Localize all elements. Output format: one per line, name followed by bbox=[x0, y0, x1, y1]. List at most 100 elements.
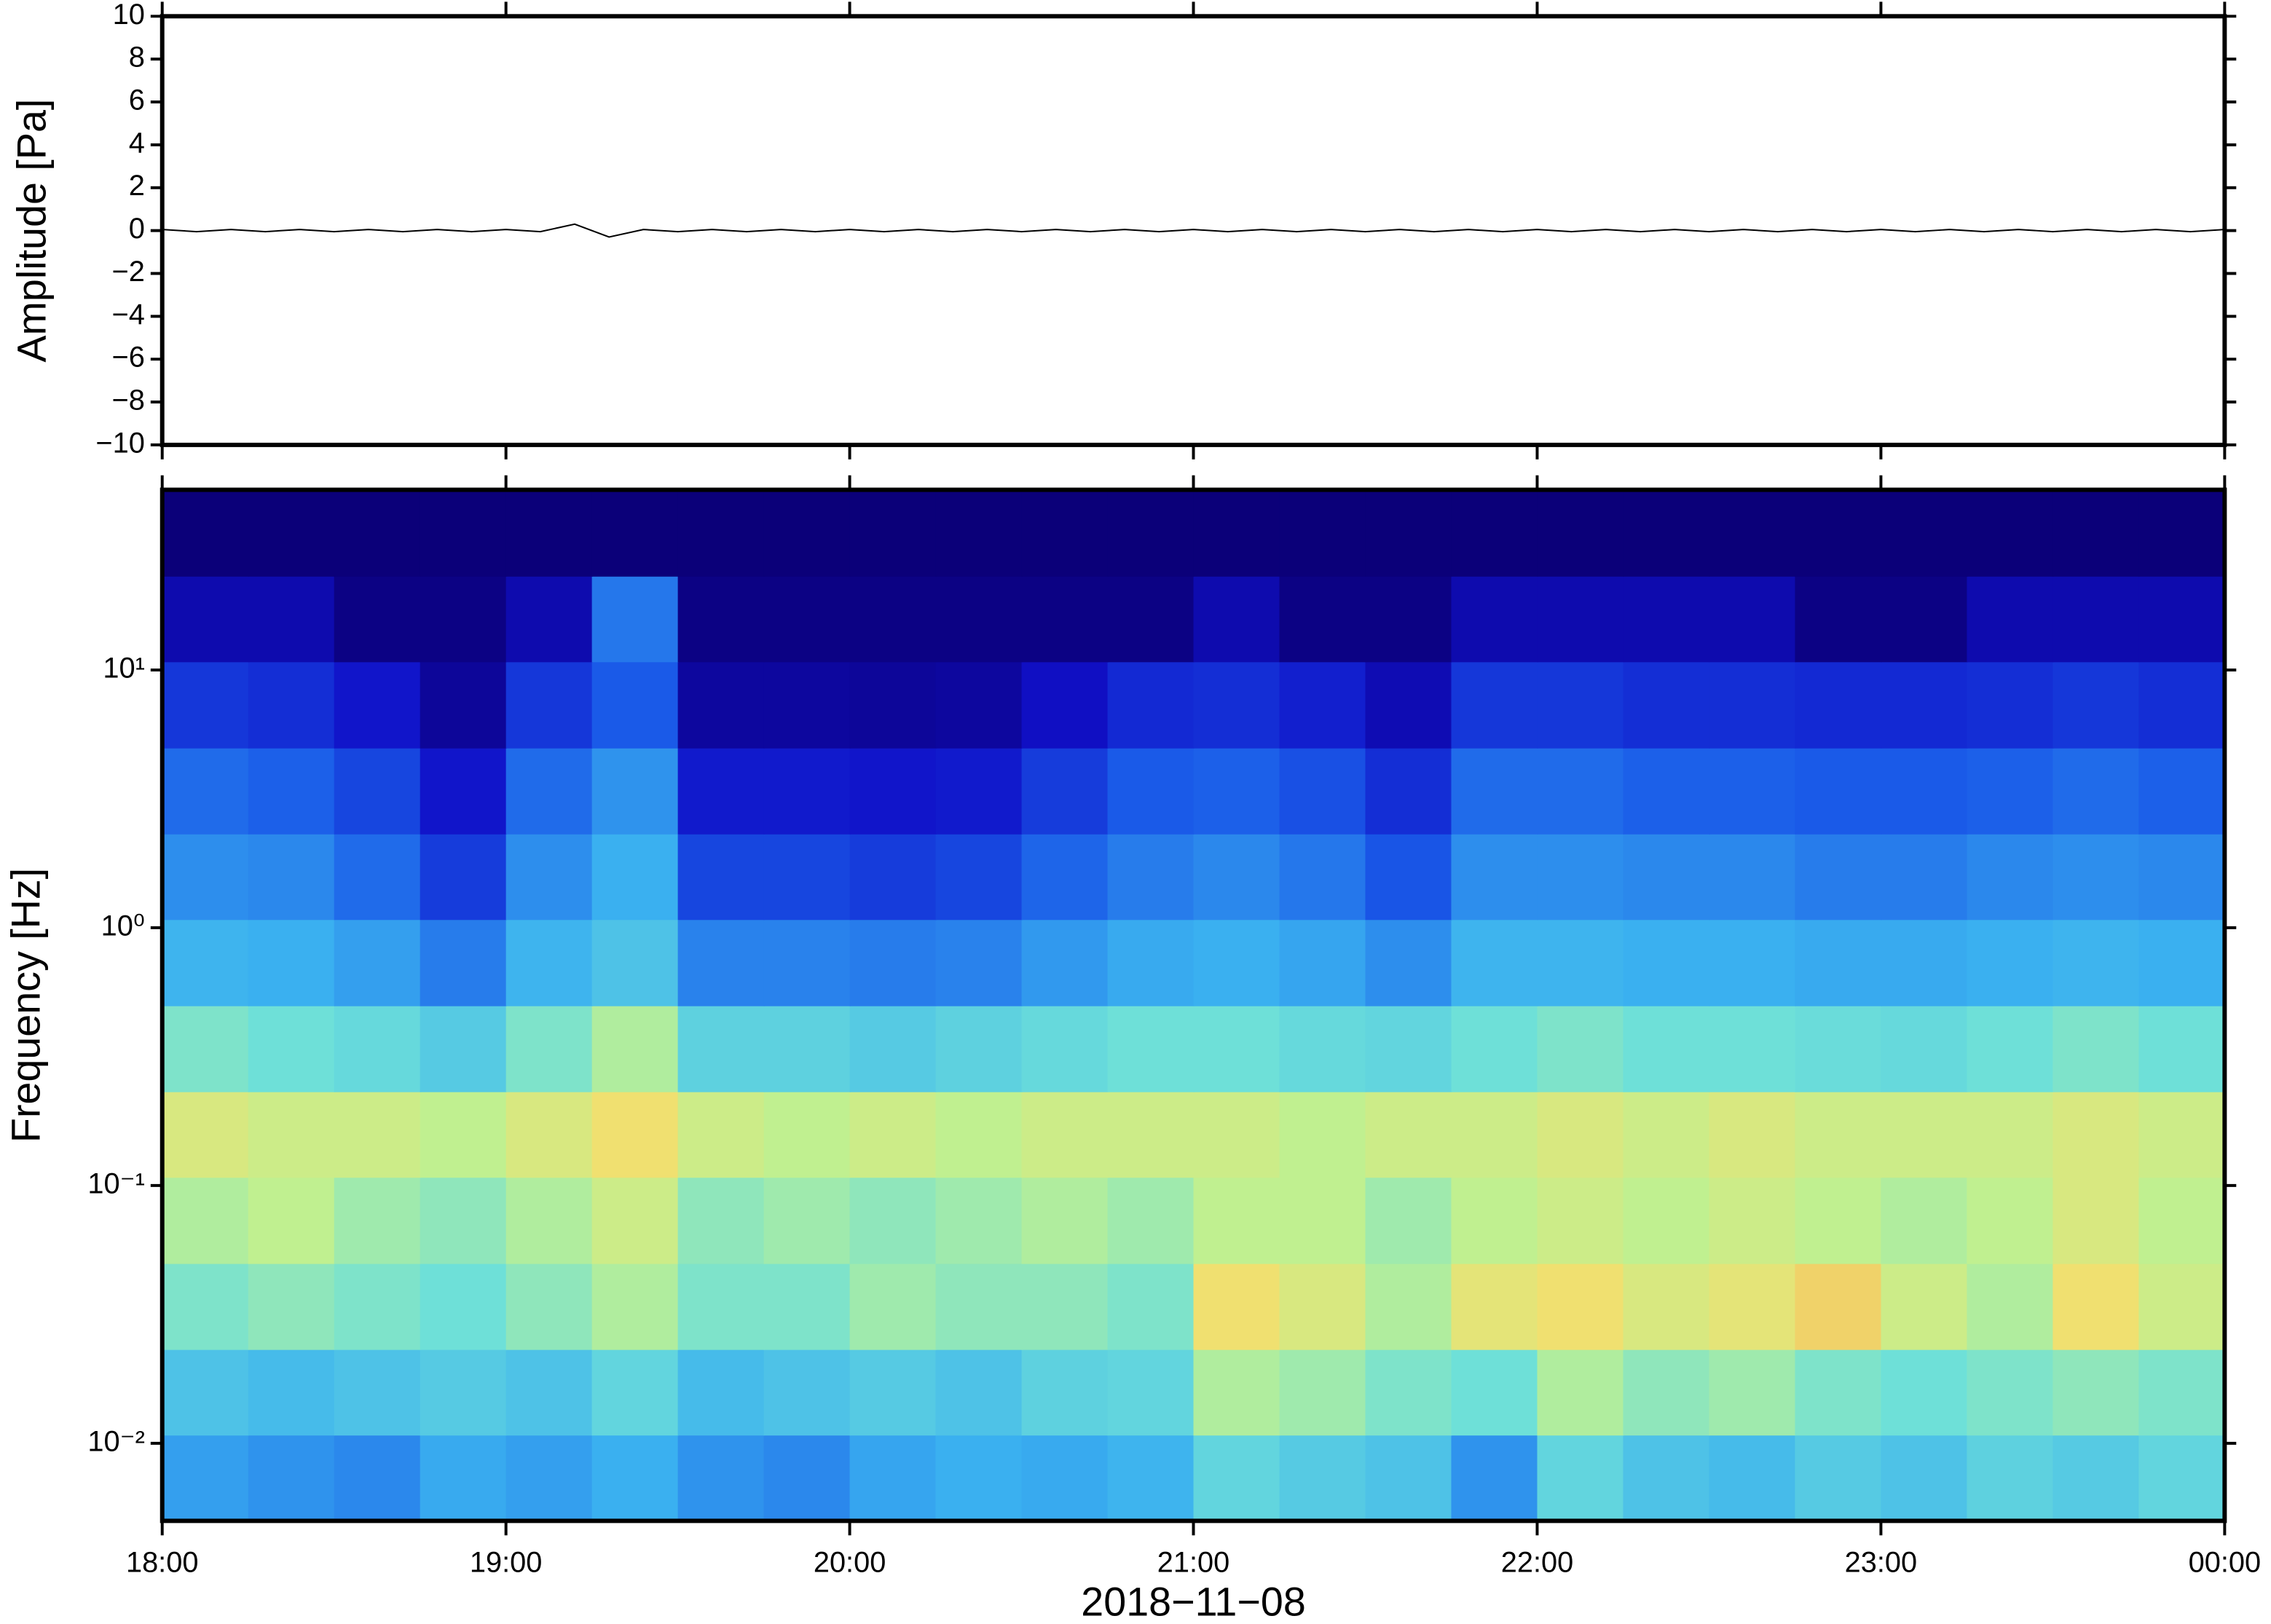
heatmap-cell bbox=[1107, 1091, 1194, 1178]
heatmap-cell bbox=[248, 575, 335, 663]
y-tick-label: 0 bbox=[129, 213, 145, 245]
heatmap-cell bbox=[420, 575, 507, 663]
heatmap-cell bbox=[420, 833, 507, 921]
heatmap-cell bbox=[162, 575, 249, 663]
heatmap-cell bbox=[1193, 833, 1280, 921]
heatmap-cell bbox=[1451, 575, 1538, 663]
heatmap-cell bbox=[334, 1349, 421, 1436]
heatmap-cell bbox=[505, 1263, 593, 1350]
heatmap-cell bbox=[1795, 1263, 1882, 1350]
heatmap-cell bbox=[1881, 1349, 1968, 1436]
heatmap-cell bbox=[1193, 1091, 1280, 1178]
heatmap-cell bbox=[248, 489, 335, 577]
y-axis-title: Amplitude [Pa] bbox=[9, 99, 54, 363]
heatmap-cell bbox=[677, 489, 765, 577]
heatmap-cell bbox=[248, 661, 335, 749]
heatmap-cell bbox=[1537, 1091, 1624, 1178]
heatmap-cell bbox=[162, 661, 249, 749]
y-tick-label: 10⁻¹ bbox=[87, 1167, 144, 1199]
heatmap-cell bbox=[935, 1434, 1023, 1522]
y-tick-label: −4 bbox=[112, 299, 145, 331]
heatmap-cell bbox=[248, 1434, 335, 1522]
heatmap-cell bbox=[677, 1349, 765, 1436]
x-tick-label: 22:00 bbox=[1501, 1547, 1574, 1579]
heatmap-cell bbox=[1623, 489, 1710, 577]
heatmap-cell bbox=[1709, 1263, 1796, 1350]
heatmap-cell bbox=[1795, 1349, 1882, 1436]
heatmap-cell bbox=[677, 1434, 765, 1522]
plot-frame bbox=[160, 14, 2227, 447]
heatmap-cell bbox=[2138, 1005, 2226, 1092]
heatmap-cell bbox=[1709, 747, 1796, 835]
heatmap-cell bbox=[1537, 1349, 1624, 1436]
heatmap-cell bbox=[1967, 661, 2054, 749]
heatmap-cell bbox=[1279, 1434, 1366, 1522]
heatmap-cell bbox=[591, 575, 679, 663]
heatmap-cell bbox=[849, 833, 937, 921]
heatmap-cell bbox=[1279, 1177, 1366, 1264]
heatmap-cell bbox=[1537, 833, 1624, 921]
y-tick-label: 2 bbox=[129, 170, 145, 202]
heatmap-cell bbox=[2138, 1263, 2226, 1350]
heatmap-cell bbox=[2052, 747, 2140, 835]
x-tick-label: 00:00 bbox=[2189, 1547, 2262, 1579]
heatmap-cell bbox=[763, 747, 851, 835]
y-tick-label: 10⁰ bbox=[101, 910, 145, 942]
heatmap-cell bbox=[1881, 1434, 1968, 1522]
heatmap-cell bbox=[1279, 1091, 1366, 1178]
heatmap-cell bbox=[935, 661, 1023, 749]
heatmap-cell bbox=[591, 1091, 679, 1178]
heatmap-cell bbox=[334, 747, 421, 835]
heatmap-cell bbox=[420, 919, 507, 1006]
heatmap-cell bbox=[1623, 833, 1710, 921]
heatmap-cell bbox=[162, 1005, 249, 1092]
heatmap-cell bbox=[162, 919, 249, 1006]
heatmap-cell bbox=[1193, 661, 1280, 749]
heatmap-cell bbox=[1967, 1434, 2054, 1522]
heatmap-cell bbox=[1193, 489, 1280, 577]
heatmap-cell bbox=[677, 661, 765, 749]
y-tick-label: 4 bbox=[129, 127, 145, 159]
heatmap-cell bbox=[1021, 1349, 1109, 1436]
heatmap-cell bbox=[1623, 1177, 1710, 1264]
heatmap-cell bbox=[2138, 1349, 2226, 1436]
heatmap-cell bbox=[935, 1091, 1023, 1178]
heatmap-cell bbox=[1279, 919, 1366, 1006]
heatmap-cell bbox=[1709, 833, 1796, 921]
heatmap-cell bbox=[1881, 1091, 1968, 1178]
x-tick-label: 21:00 bbox=[1157, 1547, 1230, 1579]
heatmap-cell bbox=[935, 833, 1023, 921]
heatmap-cell bbox=[1107, 1263, 1194, 1350]
heatmap-cell bbox=[1365, 1177, 1452, 1264]
heatmap-cell bbox=[1709, 1091, 1796, 1178]
heatmap-cell bbox=[849, 1177, 937, 1264]
heatmap-cell bbox=[1967, 747, 2054, 835]
heatmap-cell bbox=[1365, 661, 1452, 749]
heatmap-cell bbox=[1279, 747, 1366, 835]
heatmap-cell bbox=[849, 1091, 937, 1178]
heatmap-cell bbox=[2138, 833, 2226, 921]
heatmap-cell bbox=[162, 1434, 249, 1522]
heatmap-cell bbox=[677, 1177, 765, 1264]
heatmap-cell bbox=[1365, 747, 1452, 835]
heatmap-cell bbox=[1193, 747, 1280, 835]
heatmap-cell bbox=[1967, 1349, 2054, 1436]
heatmap-cell bbox=[1537, 575, 1624, 663]
heatmap-cell bbox=[1193, 1434, 1280, 1522]
heatmap-cell bbox=[1623, 575, 1710, 663]
heatmap-cell bbox=[334, 833, 421, 921]
heatmap-cell bbox=[1881, 833, 1968, 921]
heatmap-cell bbox=[591, 1177, 679, 1264]
heatmap-cell bbox=[1193, 919, 1280, 1006]
heatmap-cell bbox=[1107, 575, 1194, 663]
heatmap-cell bbox=[591, 489, 679, 577]
heatmap-cell bbox=[1279, 575, 1366, 663]
heatmap-cell bbox=[1193, 1177, 1280, 1264]
heatmap-cell bbox=[2138, 1091, 2226, 1178]
heatmap-cell bbox=[1021, 489, 1109, 577]
heatmap-cell bbox=[162, 1177, 249, 1264]
heatmap-cell bbox=[1107, 833, 1194, 921]
heatmap-cell bbox=[248, 1177, 335, 1264]
